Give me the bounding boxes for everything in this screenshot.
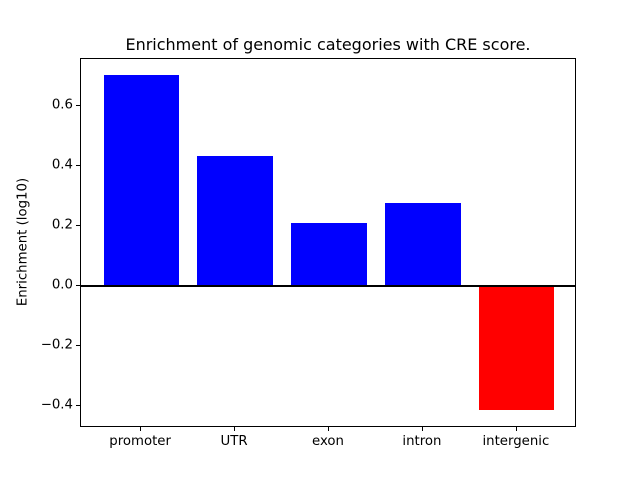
x-tick-mark	[234, 427, 236, 431]
x-tick-mark	[515, 427, 517, 431]
bar-UTR	[197, 156, 273, 287]
y-tick-mark	[76, 105, 80, 107]
x-tick-mark	[140, 427, 142, 431]
x-tick-label-UTR: UTR	[220, 434, 248, 449]
chart-title: Enrichment of genomic categories with CR…	[125, 35, 531, 54]
x-tick-label-promoter: promoter	[109, 434, 171, 449]
y-tick-label: −0.2	[40, 337, 73, 353]
y-tick-mark	[76, 344, 80, 346]
y-tick-mark	[76, 404, 80, 406]
x-tick-mark	[328, 427, 329, 431]
y-tick-label: 0.6	[51, 97, 73, 113]
x-tick-mark	[421, 427, 423, 431]
x-tick-label-intron: intron	[402, 434, 442, 449]
y-tick-mark	[76, 285, 80, 287]
y-tick-label: 0.2	[51, 217, 73, 233]
y-tick-label: 0.4	[51, 157, 73, 173]
zero-line	[81, 285, 575, 288]
bar-promoter	[103, 75, 179, 287]
y-tick-label: −0.4	[40, 397, 73, 413]
y-tick-mark	[76, 165, 80, 167]
bar-exon	[291, 223, 367, 287]
bar-intron	[385, 202, 461, 287]
bar-intergenic	[479, 286, 555, 410]
plot-area	[80, 58, 576, 427]
x-tick-label-exon: exon	[312, 434, 344, 449]
y-tick-label: 0.0	[51, 277, 73, 293]
y-tick-mark	[76, 225, 80, 227]
x-tick-label-intergenic: intergenic	[482, 434, 550, 449]
